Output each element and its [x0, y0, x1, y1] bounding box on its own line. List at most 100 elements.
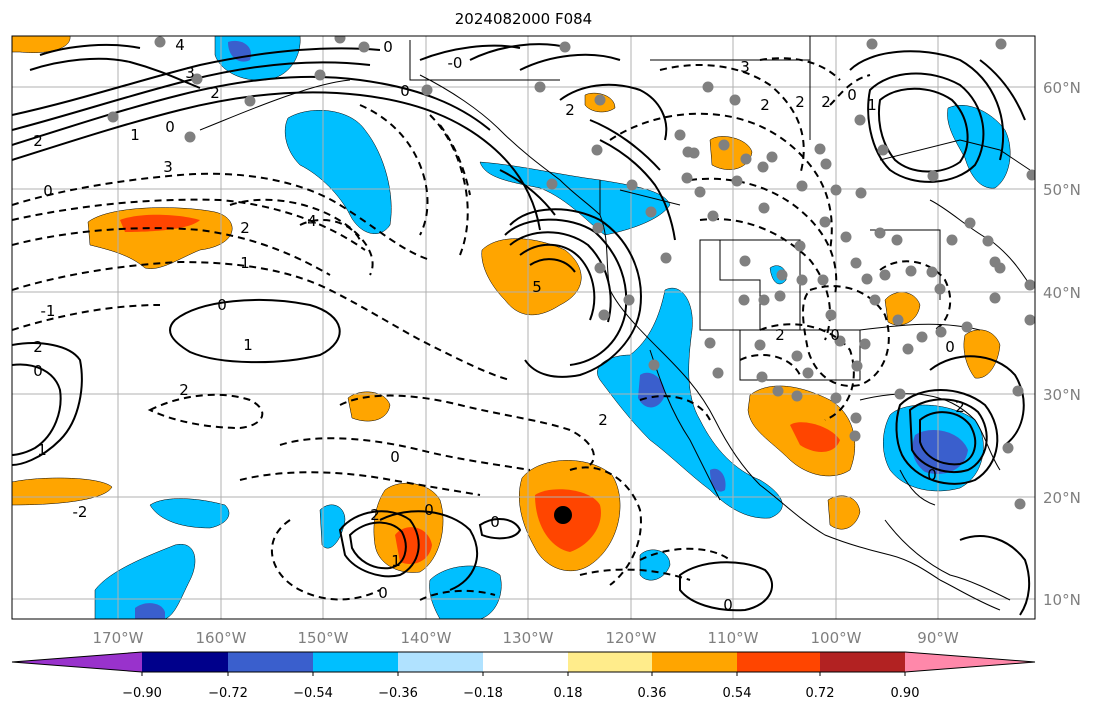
longitude-label: 100°W [811, 629, 862, 647]
contour-label: 2 [955, 398, 965, 416]
contour-label: 5 [532, 278, 542, 296]
strong-anomaly-patch [120, 214, 200, 232]
contour-label: 0 [43, 182, 53, 200]
colorbar-swatch [568, 652, 652, 672]
contour-label: 2 [795, 93, 805, 111]
contour-label: 0 [945, 338, 955, 356]
positive-anomaly-patch [12, 477, 113, 506]
contour-label: 4 [307, 212, 317, 230]
latitude-label: 40°N [1043, 284, 1081, 302]
contour-label: 2 [240, 219, 250, 237]
negative-anomaly-patch [94, 543, 196, 619]
longitude-label: 110°W [708, 629, 759, 647]
contour-label: 0 [378, 584, 388, 602]
coastlines [199, 36, 1031, 611]
colorbar-swatch [483, 652, 568, 672]
contour-label: 2 [179, 381, 189, 399]
colorbar: −0.90 −0.72 −0.54 −0.36 −0.18 0.18 0.36 0.54 0.7… [11, 651, 1036, 701]
negative-anomaly-patch [639, 549, 671, 581]
contour-label: 3 [163, 158, 173, 176]
colorbar-tick-label: −0.54 [293, 686, 333, 701]
colorbar-tick-label: −0.36 [378, 686, 418, 701]
colorbar-swatch [820, 652, 905, 672]
contour-label: 2 [760, 96, 770, 114]
latitude-label: 60°N [1043, 79, 1081, 97]
longitude-label: 140°W [401, 629, 452, 647]
colorbar-tick-label: 0.18 [554, 686, 583, 701]
colorbar-swatch [142, 652, 228, 672]
contour-label: 0 [723, 596, 733, 614]
contour-label: 0 [33, 362, 43, 380]
contour-label: 2 [33, 338, 43, 356]
colorbar-swatch [313, 652, 398, 672]
longitude-label: 150°W [298, 629, 349, 647]
contour-label: 1 [37, 441, 47, 459]
contour-label: 0 [400, 82, 410, 100]
positive-anomaly-patch [481, 238, 582, 316]
map-frame [11, 35, 1036, 620]
positive-anomaly-patch [347, 391, 391, 422]
colorbar-swatch [12, 652, 142, 672]
latitude-label: 20°N [1043, 489, 1081, 507]
graticule [12, 36, 1035, 619]
colorbar-swatch [228, 652, 313, 672]
colorbar-swatch [905, 652, 1035, 672]
contour-label: 2 [370, 506, 380, 524]
storm-center-marker [554, 506, 572, 524]
contour-label: 1 [391, 552, 401, 570]
contour-label: -0 [448, 54, 463, 72]
colorbar-swatch [398, 652, 483, 672]
map-title: 2024082000 F084 [454, 10, 593, 28]
contour-label: 0 [490, 513, 500, 531]
colorbar-tick-label: −0.18 [463, 686, 503, 701]
longitude-label: 170°W [93, 629, 144, 647]
contour-label: 0 [847, 86, 857, 104]
contour-label: 0 [217, 296, 227, 314]
station-markers [107, 36, 1035, 510]
strong-negative-anomaly-patch [912, 430, 968, 474]
contour-label: 2 [775, 326, 785, 344]
longitude-labels: 170°W 160°W 150°W 140°W 130°W 120°W 110°W 100°W… [93, 629, 959, 647]
longitude-label: 120°W [606, 629, 657, 647]
contour-label: 1 [130, 126, 140, 144]
negative-anomaly-patch [319, 504, 346, 549]
contour-label: 0 [383, 38, 393, 56]
strong-negative-anomaly-patch [135, 603, 165, 619]
contour-label: 2 [598, 411, 608, 429]
colorbar-tick-label: 0.54 [723, 686, 752, 701]
contour-label: 2 [210, 84, 220, 102]
contour-label: 1 [240, 254, 250, 272]
strong-anomaly-patch [790, 422, 840, 452]
contour-label: 2 [33, 132, 43, 150]
negative-anomaly-patch [947, 104, 1011, 189]
colorbar-tick-label: 0.72 [806, 686, 835, 701]
contour-label: 3 [185, 64, 195, 82]
colorbar-swatch [652, 652, 737, 672]
contour-label: 0 [165, 118, 175, 136]
contour-label: 2 [565, 101, 575, 119]
colorbar-tick-label: −0.72 [208, 686, 248, 701]
positive-contours [12, 43, 1031, 616]
negative-anomaly-patch [429, 565, 502, 619]
latitude-label: 50°N [1043, 181, 1081, 199]
contour-label: 0 [390, 448, 400, 466]
negative-anomaly-patch [149, 498, 230, 529]
contour-label: 4 [175, 36, 185, 54]
colorbar-swatch [737, 652, 820, 672]
contour-label: 0 [927, 466, 937, 484]
contour-label: -1 [41, 302, 56, 320]
strong-negative-anomaly-patch [710, 468, 726, 492]
longitude-label: 160°W [196, 629, 247, 647]
contour-label: -2 [73, 503, 88, 521]
contour-label: 1 [867, 96, 877, 114]
colorbar-tick-label: 0.90 [891, 686, 920, 701]
colorbar-tick-label: 0.36 [638, 686, 667, 701]
longitude-label: 130°W [503, 629, 554, 647]
latitude-labels: 60°N 50°N 40°N 30°N 20°N 10°N [1043, 79, 1081, 609]
contour-label: 0 [424, 501, 434, 519]
contour-label: 3 [740, 58, 750, 76]
latitude-label: 30°N [1043, 386, 1081, 404]
